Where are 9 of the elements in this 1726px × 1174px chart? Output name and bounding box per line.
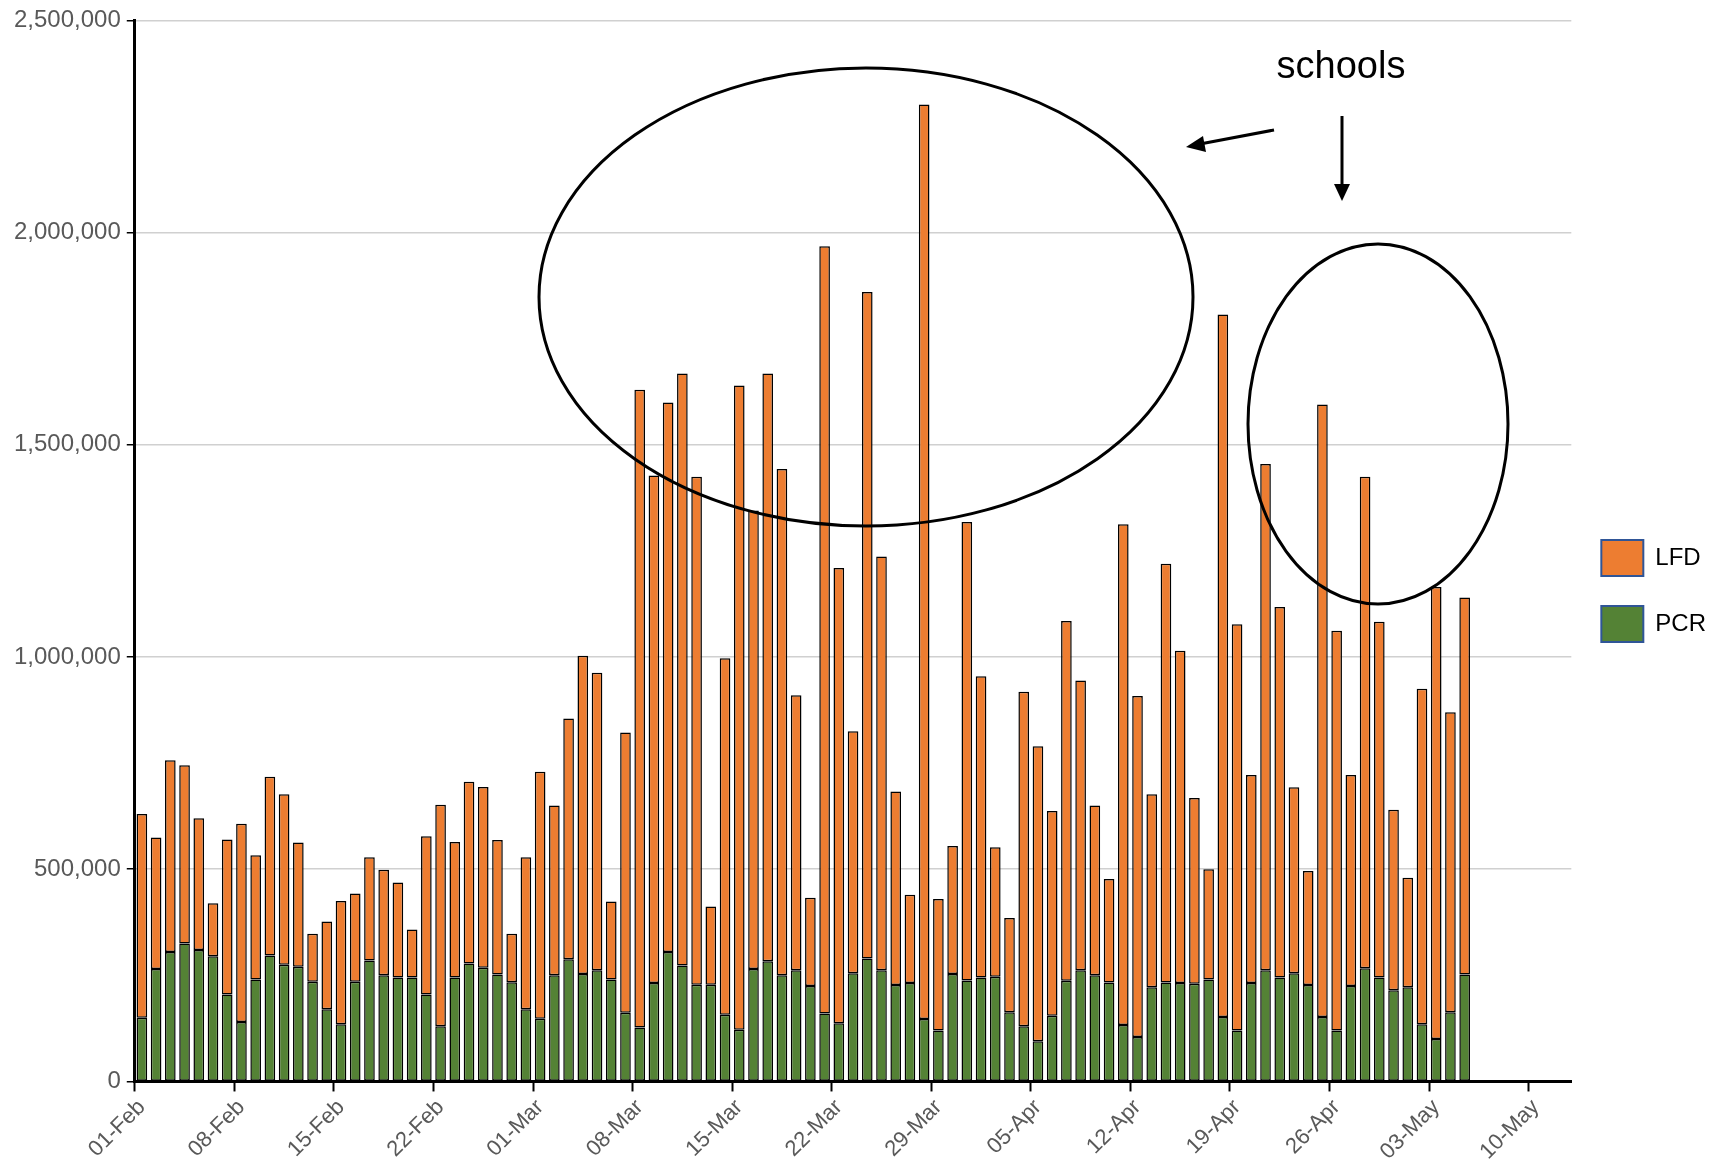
y-tick-label: 2,000,000	[13, 217, 121, 245]
y-tick-label: 0	[107, 1066, 121, 1094]
legend-label: LFD	[1655, 542, 1701, 570]
y-tick-label: 500,000	[34, 853, 121, 881]
y-tick-label: 1,500,000	[13, 429, 121, 457]
legend-label: PCR	[1655, 608, 1706, 636]
annotation: schools	[1276, 44, 1406, 87]
y-tick-label: 2,500,000	[13, 5, 121, 33]
y-tick-label: 1,000,000	[13, 641, 121, 669]
